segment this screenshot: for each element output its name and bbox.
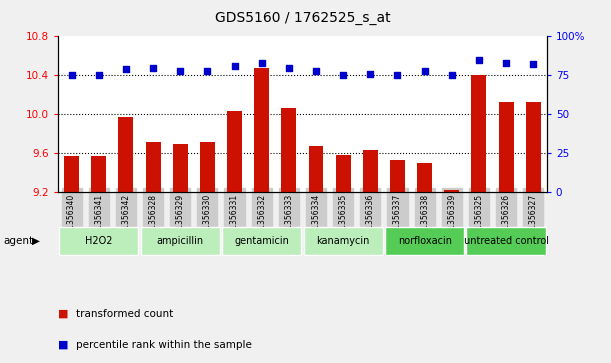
Point <box>338 72 348 78</box>
Point <box>148 65 158 70</box>
Point <box>474 57 484 62</box>
Text: ampicillin: ampicillin <box>156 236 204 246</box>
Text: norfloxacin: norfloxacin <box>398 236 452 246</box>
Point <box>67 72 76 78</box>
Point <box>501 60 511 66</box>
Bar <box>145 142 161 192</box>
Bar <box>119 117 133 192</box>
Text: untreated control: untreated control <box>464 236 549 246</box>
Bar <box>417 163 432 192</box>
Bar <box>472 75 486 192</box>
Point <box>230 63 240 69</box>
FancyBboxPatch shape <box>385 227 464 255</box>
Point <box>447 72 456 78</box>
Bar <box>444 191 459 192</box>
Text: percentile rank within the sample: percentile rank within the sample <box>76 340 252 350</box>
Text: kanamycin: kanamycin <box>316 236 370 246</box>
Point <box>121 66 131 72</box>
Bar <box>64 156 79 192</box>
Bar <box>91 156 106 192</box>
Point <box>529 61 538 67</box>
Point <box>202 68 212 74</box>
Bar <box>363 150 378 192</box>
Bar <box>282 109 296 192</box>
Bar <box>309 146 323 192</box>
FancyBboxPatch shape <box>222 227 301 255</box>
Bar <box>200 142 215 192</box>
Bar <box>227 111 242 192</box>
Text: agent: agent <box>3 236 33 246</box>
Point <box>175 68 185 74</box>
Text: gentamicin: gentamicin <box>234 236 289 246</box>
Text: GDS5160 / 1762525_s_at: GDS5160 / 1762525_s_at <box>214 11 390 25</box>
Point <box>284 65 294 70</box>
Bar <box>335 155 351 192</box>
Bar <box>173 144 188 192</box>
Point <box>311 68 321 74</box>
Text: ■: ■ <box>58 309 68 319</box>
Bar <box>499 102 514 192</box>
Point <box>420 68 430 74</box>
Point <box>365 71 375 77</box>
Text: ▶: ▶ <box>32 236 40 246</box>
Point <box>393 72 403 78</box>
Text: ■: ■ <box>58 340 68 350</box>
FancyBboxPatch shape <box>141 227 220 255</box>
Bar <box>390 160 405 192</box>
Point <box>257 60 266 66</box>
Text: H2O2: H2O2 <box>85 236 112 246</box>
FancyBboxPatch shape <box>59 227 139 255</box>
Text: transformed count: transformed count <box>76 309 174 319</box>
Point <box>94 72 104 78</box>
Bar <box>254 69 269 192</box>
FancyBboxPatch shape <box>466 227 546 255</box>
Bar <box>526 102 541 192</box>
FancyBboxPatch shape <box>304 227 383 255</box>
